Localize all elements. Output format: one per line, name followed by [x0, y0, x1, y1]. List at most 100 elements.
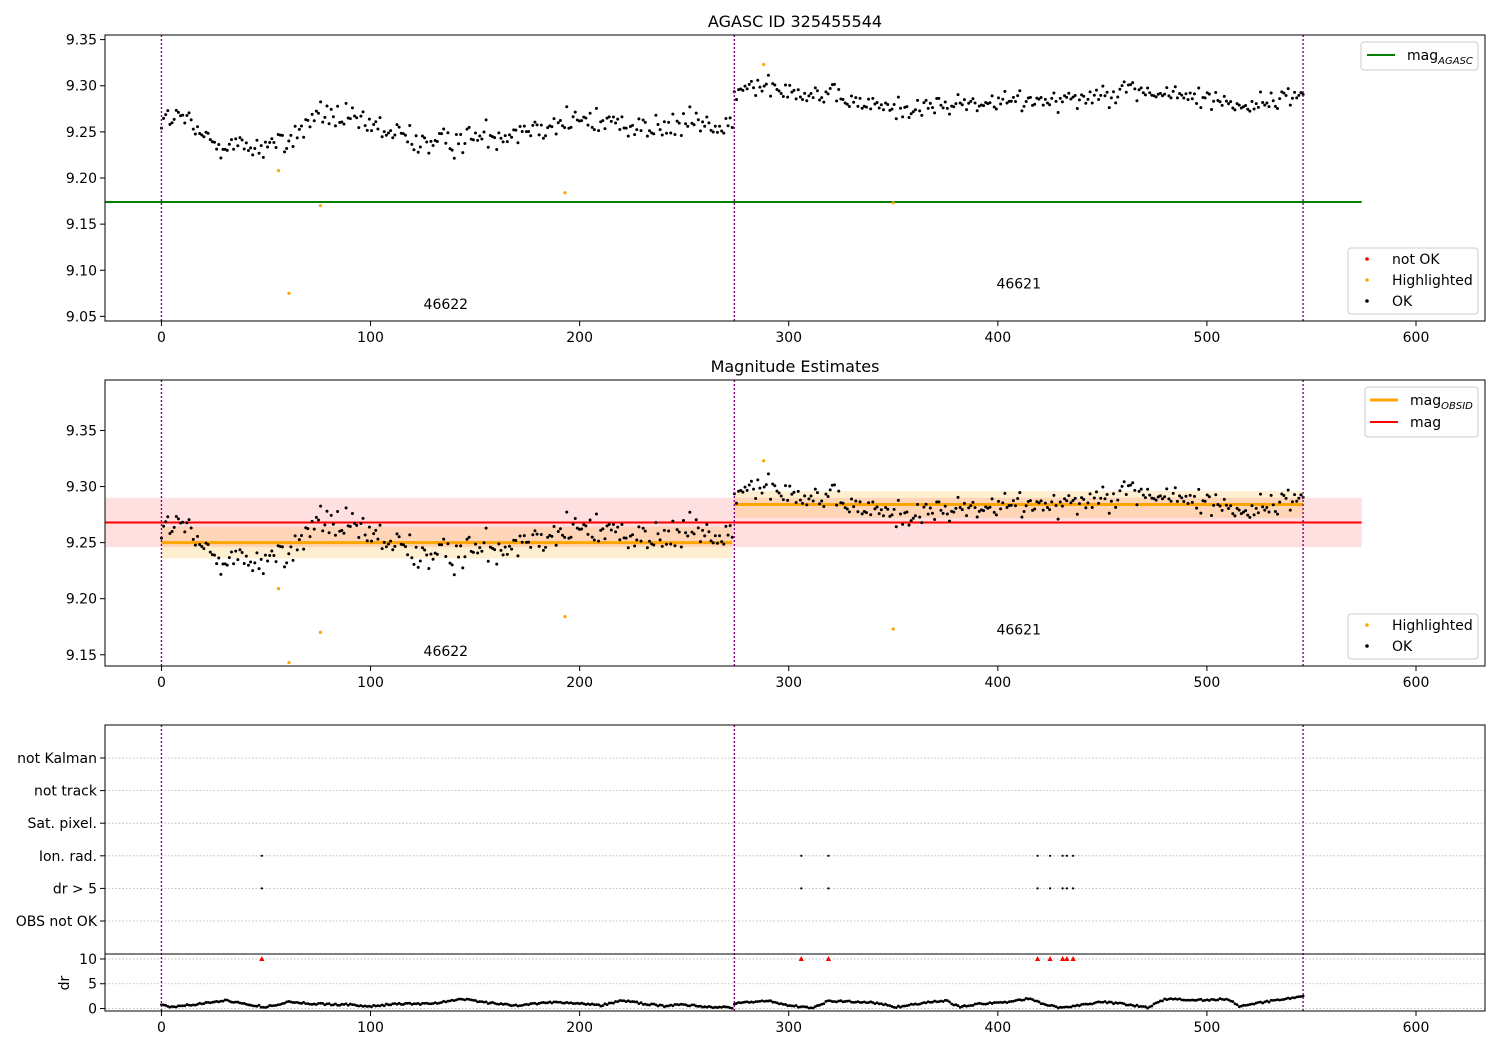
- ok-point: [933, 518, 937, 522]
- legend-label-not-ok: not OK: [1392, 252, 1440, 268]
- dr-point: [1135, 1003, 1139, 1007]
- dr-point: [291, 1001, 295, 1004]
- dr-point: [503, 1002, 507, 1006]
- dr-point: [1020, 998, 1024, 1002]
- flag-point: [1036, 887, 1039, 890]
- ok-point: [1256, 511, 1260, 515]
- ok-point: [408, 124, 412, 128]
- ok-point: [285, 147, 289, 151]
- ok-point: [1224, 503, 1228, 507]
- ok-point: [461, 151, 465, 155]
- dr-point: [336, 1003, 339, 1007]
- ok-point: [185, 521, 189, 525]
- ok-point: [293, 534, 297, 538]
- ok-point: [1265, 101, 1269, 105]
- ok-point: [1231, 512, 1235, 516]
- ok-point: [431, 557, 435, 561]
- dr-point: [997, 1001, 1000, 1004]
- ok-point: [1212, 99, 1216, 103]
- dr-point: [342, 1003, 346, 1006]
- ok-point: [845, 507, 849, 511]
- ok-point: [563, 126, 567, 130]
- dr-point: [743, 1000, 747, 1004]
- dr-point: [247, 1003, 250, 1007]
- flag-point: [800, 854, 803, 857]
- dr-point: [204, 1001, 208, 1004]
- ok-point: [257, 151, 261, 155]
- ok-point: [1244, 104, 1248, 108]
- ok-point: [1235, 506, 1239, 510]
- ok-point: [1118, 489, 1122, 493]
- ok-point: [1207, 92, 1211, 96]
- ok-point: [1054, 99, 1058, 103]
- dr-point: [563, 1001, 567, 1005]
- ok-point: [1103, 497, 1107, 501]
- ok-point: [1063, 497, 1067, 501]
- ok-point: [499, 548, 503, 552]
- ok-point: [344, 506, 348, 510]
- dr-point: [261, 1005, 265, 1009]
- ok-point: [686, 534, 690, 538]
- dr-point: [858, 1001, 862, 1004]
- ok-point: [495, 148, 499, 152]
- ok-point: [734, 501, 738, 505]
- ok-point: [1069, 501, 1073, 505]
- dr-point: [682, 1003, 685, 1006]
- ok-point: [939, 508, 943, 512]
- ok-point: [166, 109, 170, 113]
- ok-point: [977, 509, 981, 513]
- ok-point: [590, 535, 594, 539]
- ok-point: [766, 73, 770, 77]
- ok-point: [1118, 87, 1122, 91]
- ok-point: [448, 561, 452, 565]
- dr-point: [830, 1000, 834, 1003]
- ok-point: [820, 499, 824, 503]
- ok-point: [206, 131, 210, 135]
- dr-point: [374, 1004, 378, 1008]
- ok-point: [835, 99, 839, 103]
- dr-point: [1097, 1000, 1101, 1004]
- dr-point: [1078, 1004, 1081, 1008]
- ok-point: [1135, 503, 1139, 507]
- ok-point: [172, 117, 176, 121]
- ok-point: [811, 499, 815, 503]
- dr-point: [491, 1001, 494, 1004]
- ok-point: [715, 541, 719, 545]
- ok-point: [196, 125, 200, 129]
- dr-point: [1046, 1003, 1049, 1007]
- ok-point: [482, 541, 486, 545]
- dr-point: [408, 1001, 412, 1005]
- dr-point: [601, 1004, 605, 1008]
- ok-point: [775, 88, 779, 92]
- dr-point: [338, 1003, 342, 1007]
- dr-point: [1259, 1000, 1262, 1004]
- dr-point: [274, 1003, 278, 1007]
- dr-point: [658, 1003, 662, 1007]
- dr-point: [1048, 1004, 1052, 1008]
- ok-point: [734, 97, 738, 101]
- dr-point: [389, 1003, 393, 1007]
- ok-point: [584, 116, 588, 120]
- ok-point: [321, 120, 325, 124]
- ok-point: [302, 547, 306, 551]
- ok-point: [743, 485, 747, 489]
- ok-point: [253, 561, 257, 565]
- ok-point: [1286, 87, 1290, 91]
- ok-point: [614, 121, 618, 125]
- ok-point: [535, 123, 539, 127]
- ok-point: [728, 524, 732, 528]
- ok-point: [529, 545, 533, 549]
- ok-point: [1178, 494, 1182, 498]
- dr-point: [1101, 1000, 1105, 1004]
- ok-point: [170, 530, 174, 534]
- dr-point: [537, 1001, 541, 1005]
- dr-point: [387, 1003, 390, 1007]
- dr-point: [1103, 1000, 1107, 1003]
- dr-point: [368, 1004, 371, 1008]
- ok-point: [926, 106, 930, 110]
- dr-point: [499, 1002, 503, 1005]
- ok-point: [730, 535, 734, 539]
- ok-point: [1022, 510, 1026, 514]
- dr-point: [590, 1002, 594, 1006]
- ok-point: [342, 122, 346, 126]
